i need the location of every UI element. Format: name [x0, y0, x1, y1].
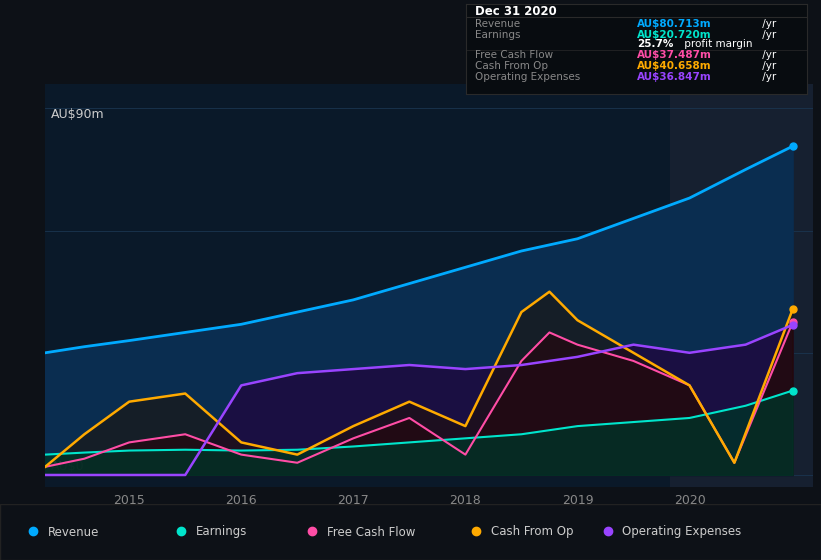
Text: Free Cash Flow: Free Cash Flow — [327, 525, 415, 539]
Text: AU$80.713m: AU$80.713m — [637, 19, 711, 29]
Text: Free Cash Flow: Free Cash Flow — [475, 50, 553, 60]
Text: Earnings: Earnings — [195, 525, 247, 539]
Text: Cash From Op: Cash From Op — [491, 525, 573, 539]
Text: Operating Expenses: Operating Expenses — [475, 72, 580, 82]
Text: AU$90m: AU$90m — [51, 109, 104, 122]
Text: AU$36.847m: AU$36.847m — [637, 72, 712, 82]
Text: AU$37.487m: AU$37.487m — [637, 50, 712, 60]
Text: /yr: /yr — [759, 72, 777, 82]
Text: Dec 31 2020: Dec 31 2020 — [475, 4, 557, 17]
Bar — [671, 84, 813, 487]
Text: /yr: /yr — [759, 50, 777, 60]
Text: Operating Expenses: Operating Expenses — [622, 525, 741, 539]
Text: AU$20.720m: AU$20.720m — [637, 30, 711, 40]
Text: Cash From Op: Cash From Op — [475, 61, 548, 71]
Text: /yr: /yr — [759, 30, 777, 40]
Text: Earnings: Earnings — [475, 30, 521, 40]
Text: /yr: /yr — [759, 19, 777, 29]
Text: profit margin: profit margin — [681, 39, 753, 49]
Text: 25.7%: 25.7% — [637, 39, 673, 49]
Text: AU$0: AU$0 — [51, 460, 85, 473]
Text: Revenue: Revenue — [475, 19, 520, 29]
Text: AU$40.658m: AU$40.658m — [637, 61, 711, 71]
Text: /yr: /yr — [759, 61, 777, 71]
Text: Revenue: Revenue — [48, 525, 99, 539]
